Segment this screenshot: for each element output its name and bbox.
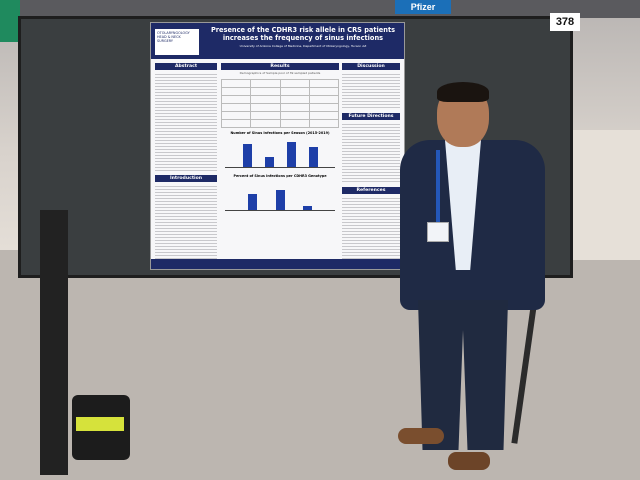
introduction-text	[155, 184, 217, 262]
backpack-stripe	[76, 417, 124, 431]
chart2-infections-by-genotype	[225, 180, 335, 211]
left-column: Abstract Introduction	[155, 63, 217, 262]
logo-line2: HEAD & NECK SURGERY	[157, 35, 181, 44]
poster-title: Presence of the CDHR3 risk allele in CRS…	[210, 26, 396, 42]
university-logo: OTOLARYNGOLOGY HEAD & NECK SURGERY	[155, 29, 199, 55]
chart1-bar	[308, 147, 318, 167]
chart2-bar	[275, 190, 285, 210]
abstract-text	[155, 72, 217, 172]
poster-footer	[151, 259, 404, 269]
chart2-caption: Percent of Sinus Infections per CDHR3 Ge…	[233, 173, 327, 178]
research-poster: OTOLARYNGOLOGY HEAD & NECK SURGERY Prese…	[150, 22, 405, 270]
lanyard	[436, 150, 440, 230]
references-heading: References	[342, 187, 400, 194]
backpack	[72, 395, 130, 460]
references-text	[342, 196, 400, 260]
poster-authors: University of Arizona College of Medicin…	[239, 44, 367, 48]
right-column: Discussion Future Directions References	[342, 63, 400, 260]
results-column: Results Demographics of Sample pool of 3…	[220, 63, 340, 211]
future-directions-heading: Future Directions	[342, 113, 400, 120]
poster-header: OTOLARYNGOLOGY HEAD & NECK SURGERY Prese…	[151, 23, 404, 59]
logo-line1: OTOLARYNGOLOGY	[157, 31, 190, 35]
right-shoe	[448, 452, 490, 470]
table-caption: Demographics of Sample pool of 39 sample…	[239, 71, 321, 75]
chart1-caption: Number of Sinus Infections per Season (2…	[230, 130, 330, 135]
chart2-bar	[248, 194, 257, 210]
presenter-hair	[437, 82, 489, 102]
left-shoe	[398, 428, 444, 444]
ceiling-truss	[0, 0, 640, 18]
chart2-bar	[303, 206, 312, 210]
board-stand-pole	[40, 210, 68, 475]
chart1-infections-per-season	[225, 137, 335, 168]
introduction-heading: Introduction	[155, 175, 217, 182]
chart1-bar	[286, 141, 296, 167]
discussion-heading: Discussion	[342, 63, 400, 70]
chart1-bar	[264, 157, 274, 167]
booth-number-sign: 378	[550, 13, 580, 31]
abstract-heading: Abstract	[155, 63, 217, 70]
chart1-bar	[242, 144, 252, 167]
future-directions-text	[342, 122, 400, 184]
name-badge	[427, 222, 449, 242]
results-heading: Results	[221, 63, 339, 70]
demographics-table	[220, 78, 340, 128]
green-banner	[0, 0, 20, 42]
discussion-text	[342, 72, 400, 110]
top-banner: Pfizer	[395, 0, 451, 14]
